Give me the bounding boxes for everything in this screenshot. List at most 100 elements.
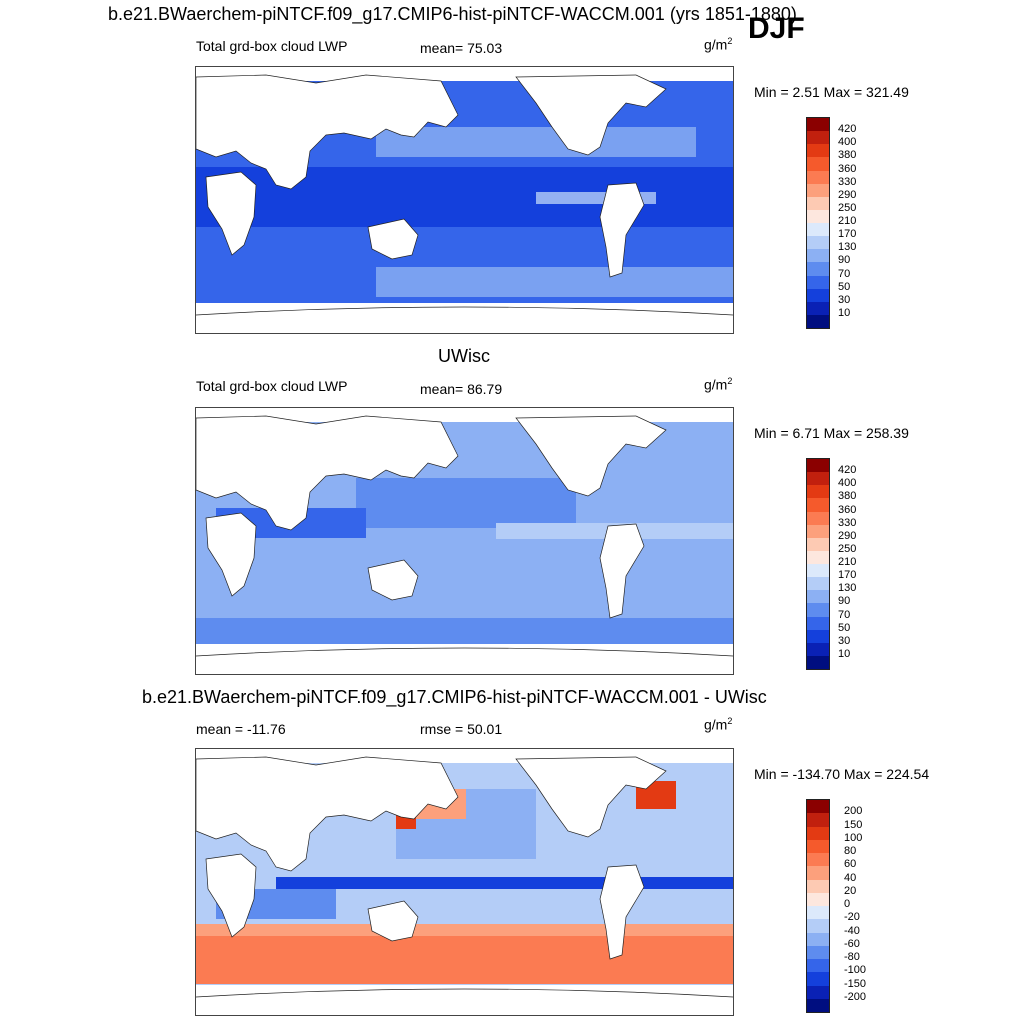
panel-field-label: Total grd-box cloud LWP [196,38,348,54]
units-exponent: 2 [727,376,733,386]
colorbar-tick-label: 60 [844,858,857,871]
colorbar-tick-label: 250 [838,201,857,214]
colorbar-tick-label: 130 [838,241,857,254]
colorbar-tick-label: 420 [838,464,857,477]
colorbar-tick-label: 130 [838,582,857,595]
colorbar-tick-label: 250 [838,542,857,555]
colorbar-swatch [807,196,829,210]
panel-mean: mean= 75.03 [420,40,503,56]
panel-units: g/m2 [704,36,732,53]
map-plot [195,748,734,1016]
colorbar-tick-label: 330 [838,516,857,529]
colorbar-swatch [807,314,829,328]
units-base: g/m [704,36,728,53]
colorbar-swatch [807,839,829,853]
min-max-readout: Min = 2.51 Max = 321.49 [754,84,909,100]
colorbar-swatch [807,879,829,893]
panel-mean: mean= 86.79 [420,381,503,397]
colorbar-tick-label: -20 [844,911,860,924]
colorbar-tick-label: 380 [838,149,857,162]
colorbar-swatch [807,998,829,1012]
colorbar-swatch [807,813,829,827]
units-exponent: 2 [727,716,733,726]
colorbar [806,117,830,329]
colorbar-tick-label: 360 [838,503,857,516]
colorbar-swatch [807,603,829,617]
colorbar-swatch [807,616,829,630]
colorbar-swatch [807,826,829,840]
colorbar-tick-label: -100 [844,964,867,977]
colorbar-tick-label: 70 [838,267,851,280]
colorbar-swatch [807,118,829,132]
colorbar-tick-label: 90 [838,595,851,608]
colorbar-swatch [807,959,829,973]
colorbar-swatch [807,131,829,145]
colorbar-swatch [807,144,829,158]
colorbar-swatch [807,985,829,999]
colorbar-swatch [807,183,829,197]
colorbar-swatch [807,288,829,302]
colorbar-swatch [807,262,829,276]
panel-field-label: Total grd-box cloud LWP [196,378,348,394]
colorbar-swatch [807,932,829,946]
colorbar-tick-label: 50 [838,621,851,634]
colorbar-swatch [807,642,829,656]
colorbar-swatch [807,485,829,499]
colorbar-swatch [807,577,829,591]
colorbar-swatch [807,629,829,643]
colorbar-swatch [807,236,829,250]
colorbar-tick-label: 170 [838,228,857,241]
colorbar-tick-label: -80 [844,951,860,963]
figure-title: b.e21.BWaerchem-piNTCF.f09_g17.CMIP6-his… [108,4,797,24]
colorbar-swatch [807,249,829,263]
colorbar-tick-label: -40 [844,924,860,937]
colorbar-tick-label: -150 [844,977,867,990]
colorbar-tick-label: 90 [838,254,851,267]
colorbar-swatch [807,223,829,237]
panel-title: UWisc [438,346,490,366]
colorbar-tick-label: 170 [838,569,857,582]
colorbar-swatch [807,945,829,959]
colorbar-swatch [807,157,829,171]
colorbar-swatch [807,866,829,880]
units-base: g/m [704,716,728,733]
season-label: DJF [748,12,805,45]
min-max-readout: Min = -134.70 Max = 224.54 [754,766,930,782]
colorbar-tick-label: 330 [838,175,857,188]
colorbar-tick-label: 50 [838,280,851,293]
map-canvas [196,756,733,1015]
units-exponent: 2 [727,36,733,46]
colorbar-tick-label: -200 [844,990,867,1003]
colorbar-swatch [807,498,829,512]
map-plot [195,407,734,675]
colorbar-tick-label: 290 [838,529,857,542]
colorbar-swatch [807,972,829,986]
colorbar-swatch [807,550,829,564]
colorbar-tick-label: 40 [844,871,857,884]
panel-mean: mean = -11.76 [196,721,286,737]
colorbar-swatch [807,459,829,473]
colorbar-tick-label: 0 [844,898,851,910]
colorbar-tick-label: 290 [838,188,857,201]
colorbar-tick-label: 20 [844,884,857,897]
panel-units: g/m2 [704,376,732,393]
colorbar-swatch [807,170,829,184]
colorbar-tick-label: 420 [838,123,857,136]
colorbar-tick-label: 70 [838,608,851,621]
colorbar-tick-label: 210 [838,215,857,227]
colorbar [806,799,830,1013]
colorbar-swatch [807,590,829,604]
map-plot [195,66,734,334]
panel-rmse: rmse = 50.01 [420,721,503,737]
colorbar-tick-label: 10 [838,306,851,319]
colorbar-tick-label: 100 [844,831,863,844]
colorbar-tick-label: 150 [844,818,863,831]
colorbar-tick-label: 210 [838,556,857,568]
colorbar-tick-label: 80 [844,845,857,857]
panel-title: b.e21.BWaerchem-piNTCF.f09_g17.CMIP6-his… [142,687,767,707]
colorbar-swatch [807,511,829,525]
colorbar-swatch [807,853,829,867]
colorbar-swatch [807,537,829,551]
colorbar-swatch [807,800,829,814]
